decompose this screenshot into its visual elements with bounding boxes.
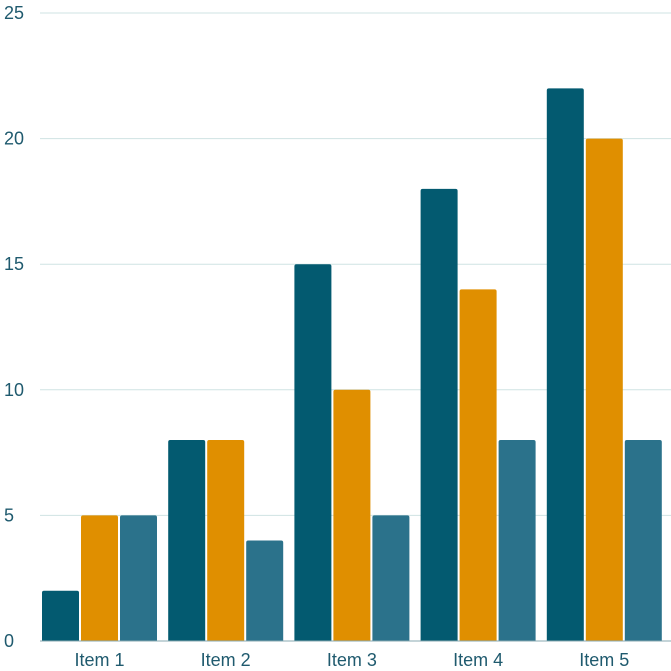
y-tick-label: 15: [4, 254, 24, 274]
bar-series-1-item-2: [168, 440, 206, 641]
x-tick-label: Item 4: [453, 650, 503, 670]
x-tick-label: Item 1: [74, 650, 124, 670]
y-tick-label: 0: [4, 631, 14, 651]
bar-series-2-item-4: [459, 289, 497, 641]
x-tick-label: Item 5: [579, 650, 629, 670]
x-tick-label: Item 2: [201, 650, 251, 670]
bar-series-2-item-2: [207, 440, 245, 641]
bar-series-2-item-1: [81, 515, 118, 641]
y-tick-label: 10: [4, 380, 24, 400]
y-tick-label: 5: [4, 505, 14, 525]
bar-series-1-item-4: [420, 188, 458, 641]
bar-series-3-item-1: [120, 515, 157, 641]
bar-series-3-item-5: [624, 440, 662, 641]
tick-labels: 0 5 10 15 20 25 Item 1 Item 2 Item 3 Item 4 Item 5: [4, 3, 629, 670]
y-tick-label: 20: [4, 129, 24, 149]
bar-series-1-item-1: [42, 590, 79, 641]
bar-series-3-item-2: [246, 540, 284, 641]
bar-series-2-item-3: [333, 389, 371, 641]
bar-series-2-item-5: [585, 138, 623, 641]
bar-series-3-item-3: [372, 515, 410, 641]
y-tick-label: 25: [4, 3, 24, 23]
bar-series-1-item-3: [294, 264, 332, 641]
bars: [42, 88, 662, 642]
bar-series-1-item-5: [546, 88, 584, 642]
bar-series-3-item-4: [498, 440, 536, 641]
x-tick-label: Item 3: [327, 650, 377, 670]
